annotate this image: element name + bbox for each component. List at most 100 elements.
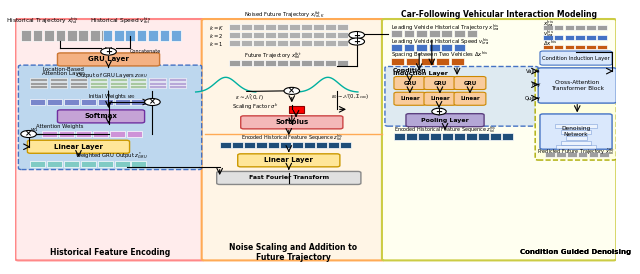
Bar bbox=[64, 99, 79, 105]
Text: Historical Feature Encoding: Historical Feature Encoding bbox=[50, 248, 170, 257]
Bar bbox=[313, 32, 324, 38]
Text: Cross-Attention
Transformer Block: Cross-Attention Transformer Block bbox=[551, 80, 604, 91]
Bar bbox=[228, 60, 239, 66]
FancyBboxPatch shape bbox=[454, 76, 486, 90]
Bar bbox=[67, 30, 77, 41]
Bar bbox=[564, 35, 574, 40]
Bar bbox=[600, 152, 609, 157]
Text: Condition Guided Denoising: Condition Guided Denoising bbox=[520, 249, 632, 255]
Bar bbox=[554, 25, 563, 30]
Text: Initial Weights $w_0$: Initial Weights $w_0$ bbox=[88, 92, 135, 101]
Bar bbox=[276, 32, 287, 38]
Bar bbox=[289, 40, 300, 46]
Bar bbox=[416, 44, 427, 51]
Text: $\epsilon \sim \mathcal{N}(0, I)$: $\epsilon \sim \mathcal{N}(0, I)$ bbox=[235, 92, 264, 102]
Bar bbox=[429, 44, 440, 51]
Bar bbox=[391, 58, 404, 65]
Text: Linear: Linear bbox=[430, 96, 450, 101]
Text: Linear Layer: Linear Layer bbox=[264, 157, 313, 163]
Text: GRU: GRU bbox=[463, 81, 477, 85]
Text: Linear: Linear bbox=[400, 96, 420, 101]
Bar bbox=[253, 24, 264, 30]
Text: $k = 2$: $k = 2$ bbox=[209, 32, 223, 40]
Bar bbox=[478, 133, 489, 140]
Bar bbox=[21, 30, 31, 41]
Bar bbox=[289, 24, 300, 30]
Bar bbox=[31, 99, 45, 105]
Bar bbox=[228, 40, 239, 46]
Text: Linear Layer: Linear Layer bbox=[54, 144, 103, 150]
Bar bbox=[98, 99, 113, 105]
Text: Encoded Historical Feature Sequence $z_{fol}^{his}$: Encoded Historical Feature Sequence $z_{… bbox=[394, 124, 496, 135]
Text: Weighted GRU Output $z_{GRU}^*$: Weighted GRU Output $z_{GRU}^*$ bbox=[75, 151, 148, 161]
Bar bbox=[337, 40, 348, 46]
Text: Spacing Between Two Vehicles $\Delta x^{his}$: Spacing Between Two Vehicles $\Delta x^{… bbox=[391, 50, 488, 60]
FancyBboxPatch shape bbox=[540, 114, 612, 149]
Bar bbox=[561, 141, 591, 145]
Bar bbox=[337, 32, 348, 38]
Bar bbox=[543, 35, 552, 40]
FancyBboxPatch shape bbox=[424, 92, 456, 105]
Bar bbox=[586, 35, 596, 40]
Bar bbox=[31, 78, 47, 81]
Bar bbox=[125, 30, 135, 41]
Bar bbox=[241, 40, 252, 46]
Text: Concatenate: Concatenate bbox=[129, 49, 161, 54]
FancyBboxPatch shape bbox=[202, 19, 385, 260]
Bar bbox=[313, 60, 324, 66]
Bar bbox=[31, 161, 45, 167]
Bar bbox=[256, 142, 267, 149]
Text: Predicted Future Trajectory $\hat{x}_{fol}^{fut}$: Predicted Future Trajectory $\hat{x}_{fo… bbox=[537, 146, 615, 156]
Bar bbox=[169, 78, 186, 81]
Bar bbox=[394, 133, 404, 140]
Text: Fast Fourier Transform: Fast Fourier Transform bbox=[249, 175, 329, 181]
Bar bbox=[442, 133, 453, 140]
Bar bbox=[313, 40, 324, 46]
Text: Key: Key bbox=[531, 82, 541, 87]
Bar bbox=[289, 106, 304, 113]
Circle shape bbox=[21, 130, 36, 138]
Bar bbox=[597, 25, 607, 30]
Bar bbox=[597, 44, 607, 49]
Bar bbox=[301, 40, 312, 46]
Text: Historical Trajectory $x_{fol}^{his}$: Historical Trajectory $x_{fol}^{his}$ bbox=[6, 15, 79, 26]
Bar bbox=[127, 131, 141, 137]
Bar bbox=[442, 44, 452, 51]
FancyBboxPatch shape bbox=[28, 140, 129, 153]
Circle shape bbox=[432, 108, 446, 115]
Bar bbox=[490, 133, 501, 140]
Bar bbox=[265, 24, 276, 30]
FancyBboxPatch shape bbox=[385, 67, 538, 126]
Bar bbox=[556, 152, 566, 157]
Bar bbox=[268, 142, 278, 149]
Bar bbox=[79, 30, 88, 41]
Bar bbox=[159, 30, 169, 41]
Bar bbox=[129, 82, 147, 85]
Bar bbox=[169, 82, 186, 85]
Bar bbox=[589, 152, 598, 157]
Bar bbox=[555, 124, 597, 127]
Bar bbox=[289, 60, 300, 66]
Bar bbox=[60, 131, 74, 137]
Bar bbox=[220, 142, 230, 149]
FancyBboxPatch shape bbox=[237, 154, 340, 167]
Bar bbox=[502, 133, 513, 140]
Bar bbox=[325, 32, 335, 38]
Bar bbox=[421, 58, 434, 65]
Text: +: + bbox=[353, 37, 360, 46]
FancyBboxPatch shape bbox=[454, 92, 486, 105]
Bar bbox=[253, 60, 264, 66]
Text: Leading Vehicle Historical Speed $v_{lea}^{his}$: Leading Vehicle Historical Speed $v_{lea… bbox=[391, 36, 489, 47]
Text: +: + bbox=[436, 107, 442, 116]
Text: Value: Value bbox=[526, 68, 541, 74]
Bar bbox=[557, 145, 596, 149]
Bar bbox=[328, 142, 339, 149]
Text: Attention Layer: Attention Layer bbox=[42, 71, 85, 76]
Text: Noise Scaling and Addition to
Future Trajectory: Noise Scaling and Addition to Future Tra… bbox=[229, 242, 357, 262]
Text: Scaling Factor $\sigma^k$: Scaling Factor $\sigma^k$ bbox=[232, 102, 278, 112]
Bar bbox=[586, 44, 596, 49]
FancyBboxPatch shape bbox=[540, 51, 612, 65]
Bar bbox=[98, 161, 113, 167]
Bar bbox=[301, 60, 312, 66]
Bar bbox=[276, 60, 287, 66]
